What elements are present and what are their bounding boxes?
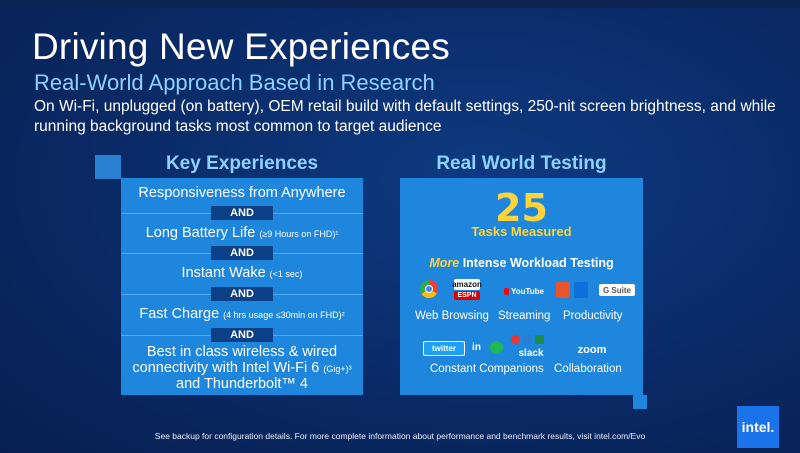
- twitter-logo: twitter: [423, 341, 465, 356]
- tasks-label: Tasks Measured: [471, 224, 572, 239]
- spotify-icon: [490, 341, 503, 354]
- experience-text: connectivity with Intel Wi-Fi 6: [132, 360, 320, 376]
- collaboration-label: Collaboration: [554, 363, 622, 375]
- experience-item: Long Battery Life (≥9 Hours on FHD)¹: [121, 225, 363, 241]
- and-connector: AND: [211, 246, 273, 260]
- youtube-logo: YouTube: [504, 285, 544, 297]
- real-world-testing-heading: Real World Testing: [436, 153, 607, 174]
- gsuite-logo: G Suite: [599, 284, 635, 296]
- slide-title: Driving New Experiences: [32, 26, 450, 67]
- experience-item: Fast Charge (4 hrs usage ≤30min on FHD)²: [121, 306, 363, 322]
- experience-item: and Thunderbolt™ 4: [121, 376, 363, 392]
- youtube-text: YouTube: [510, 286, 544, 296]
- experience-item: connectivity with Intel Wi-Fi 6 (Gig+)³: [121, 360, 363, 376]
- streaming-label: Streaming: [498, 310, 551, 322]
- decor-square: [633, 395, 647, 409]
- espn-logo: ESPN: [454, 291, 480, 300]
- experience-text: Long Battery Life: [145, 225, 256, 241]
- experience-item: Best in class wireless & wired: [121, 344, 363, 360]
- slide-subtitle: Real-World Approach Based in Research: [34, 70, 435, 95]
- experience-note: (≥9 Hours on FHD)¹: [259, 229, 339, 239]
- footnote: See backup for configuration details. Fo…: [154, 431, 646, 441]
- chrome-icon: [420, 280, 438, 298]
- key-experiences-panel: Responsiveness from Anywhere AND Long Ba…: [121, 178, 363, 395]
- linkedin-logo: in: [472, 342, 481, 353]
- office-icon: [556, 282, 570, 298]
- and-connector: AND: [211, 206, 273, 220]
- constant-companions-label: Constant Companions: [430, 363, 544, 375]
- tasks-count: 25: [495, 186, 548, 230]
- and-connector: AND: [211, 287, 273, 301]
- experience-note: (<1 sec): [269, 269, 303, 279]
- experience-note: (Gig+)³: [323, 364, 352, 374]
- slack-logo: slack: [518, 347, 544, 359]
- and-connector: AND: [211, 328, 273, 342]
- key-experiences-heading: Key Experiences: [165, 153, 319, 174]
- intense-workload-label: More Intense Workload Testing: [400, 256, 643, 270]
- top-bar: [0, 0, 800, 8]
- experience-item: Instant Wake (<1 sec): [121, 265, 363, 281]
- experience-item: Responsiveness from Anywhere: [121, 185, 363, 201]
- experience-text: and Thunderbolt™ 4: [176, 376, 308, 392]
- real-world-testing-panel: 25 Tasks Measured More Intense Workload …: [400, 178, 643, 395]
- productivity-label: Productivity: [563, 310, 623, 322]
- experience-note: (4 hrs usage ≤30min on FHD)²: [223, 310, 345, 320]
- experience-text: Instant Wake: [181, 265, 266, 281]
- decor-square: [95, 155, 121, 179]
- more-label: More: [429, 256, 460, 270]
- zoom-logo: zoom: [577, 344, 607, 356]
- intense-text: Intense Workload Testing: [462, 256, 614, 270]
- slide-description: On Wi-Fi, unplugged (on battery), OEM re…: [34, 98, 776, 135]
- app-icons-cluster: [511, 335, 551, 347]
- intel-logo: intel.: [737, 406, 779, 448]
- experience-text: Fast Charge: [139, 306, 220, 322]
- amazon-logo: amazon: [452, 279, 482, 290]
- experience-text: Best in class wireless & wired: [146, 344, 338, 360]
- outlook-icon: [574, 282, 588, 298]
- experience-text: Responsiveness from Anywhere: [138, 185, 346, 201]
- web-browsing-label: Web Browsing: [415, 310, 489, 322]
